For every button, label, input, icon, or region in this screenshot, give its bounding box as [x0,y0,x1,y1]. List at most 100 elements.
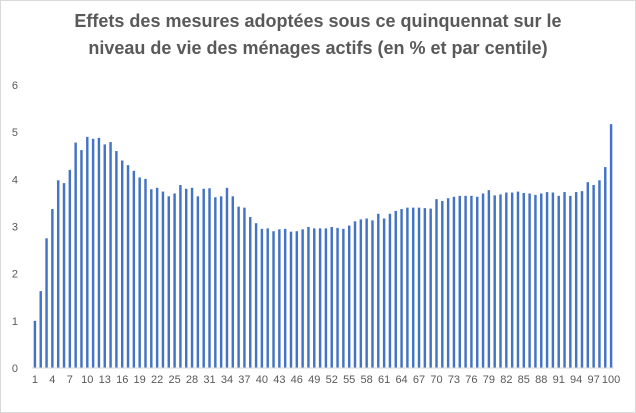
bar [185,188,188,368]
bar [208,188,211,368]
y-tick-label: 0 [12,363,18,375]
bar [313,228,316,368]
x-tick-label: 58 [361,374,373,386]
bar [493,195,496,368]
bar [470,195,473,368]
bar [80,150,83,368]
bar [260,228,264,368]
bar [307,226,310,368]
bar [33,320,37,368]
chart-title-line-2: niveau de vie des ménages actifs (en % e… [88,38,548,58]
bar [231,196,235,368]
bar [598,180,601,368]
x-tick-label: 67 [413,374,425,386]
bar [155,187,159,368]
bar [249,217,252,368]
x-tick-label: 49 [308,374,320,386]
x-tick-label: 28 [186,374,198,386]
bar [394,210,397,368]
bar [522,193,526,368]
x-tick-label: 10 [81,374,93,386]
x-tick-label: 37 [238,374,250,386]
bar [278,229,281,368]
x-tick-label: 97 [588,374,600,386]
bar [97,137,101,368]
x-tick-label: 4 [49,374,55,386]
bar [505,192,508,368]
x-tick-label: 73 [448,374,460,386]
bar [441,201,444,368]
bar [150,189,153,368]
x-tick-label: 82 [500,374,512,386]
bar [604,167,607,368]
y-tick-label: 2 [12,269,18,281]
x-tick-label: 79 [483,374,495,386]
bar [377,213,380,368]
bar [336,227,339,368]
bar [569,195,572,368]
bar [120,160,124,368]
bar [56,180,60,368]
bar [545,192,549,368]
bar [551,192,555,368]
bar [417,207,421,368]
x-tick-label: 40 [256,374,268,386]
bar [406,207,409,368]
bar [580,191,584,369]
x-tick-label: 22 [151,374,163,386]
bar [45,238,48,368]
x-tick-label: 91 [553,374,565,386]
x-tick-label: 85 [518,374,530,386]
chart-title-line-1: Effets des mesures adoptées sous ce quin… [74,11,562,31]
bar [91,138,95,368]
bar [359,219,363,368]
bar [179,184,182,368]
bar [435,199,438,368]
x-tick-label: 43 [273,374,285,386]
bar [138,177,141,368]
bar [68,169,72,368]
x-tick-label: 1 [32,374,38,386]
bar [324,228,328,368]
bar [342,228,345,368]
bar [458,195,461,368]
y-tick-label: 4 [12,174,18,186]
bar [144,178,147,368]
bar [225,187,229,368]
bar [528,193,531,368]
bar [86,136,89,368]
bar [423,208,427,368]
x-tick-label: 13 [99,374,111,386]
x-tick-label: 31 [203,374,215,386]
bar [318,228,322,368]
bar [126,165,130,368]
bar [330,226,333,368]
bar [132,170,136,368]
x-tick-label: 25 [168,374,180,386]
bar [254,223,258,368]
bar [563,192,566,368]
bar [540,193,543,368]
y-tick-label: 6 [12,80,18,92]
x-tick-label: 19 [134,374,146,386]
bar [115,151,118,368]
bar [586,182,590,368]
bar [295,231,299,368]
bar [109,142,112,368]
bar [62,183,66,368]
bar [353,221,357,368]
bar [74,142,77,368]
y-tick-label: 1 [12,316,18,328]
bar [167,196,170,368]
y-tick-label: 3 [12,222,18,234]
bar [510,192,514,368]
bar [592,184,595,368]
bar [289,231,293,368]
bar [237,206,240,368]
bar [272,231,275,368]
bar [283,228,287,368]
x-tick-label: 88 [535,374,547,386]
x-tick-label: 76 [465,374,477,386]
chart-title: Effets des mesures adoptées sous ce quin… [40,8,596,62]
